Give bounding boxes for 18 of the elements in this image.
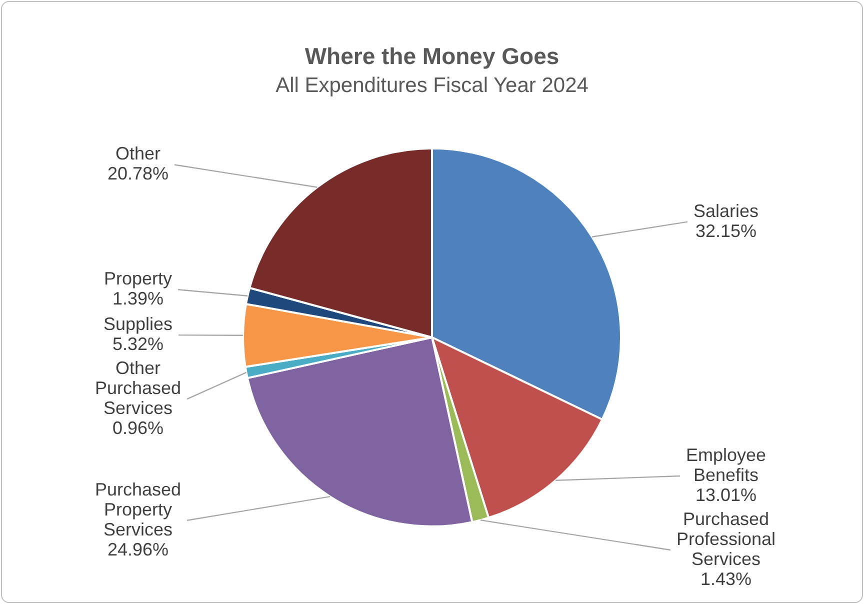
slice-label: Employee Benefits: [686, 444, 766, 485]
data-label: 32.15%: [695, 220, 757, 241]
slice-label: Property: [104, 268, 172, 289]
slice-label: Other Purchased Services: [94, 358, 182, 418]
data-label: 0.96%: [112, 418, 164, 438]
chart-subtitle: All Expenditures Fiscal Year 2024: [276, 74, 589, 97]
data-label: 1.43%: [700, 568, 752, 589]
slice-label: Purchased Property Services: [94, 479, 182, 540]
slice-label: Purchased Professional Services: [676, 508, 776, 569]
data-label: 20.78%: [107, 164, 169, 184]
data-label: 1.39%: [112, 288, 164, 309]
slice-label: Salaries: [693, 200, 759, 221]
slice-label: Supplies: [103, 314, 173, 334]
data-label: 24.96%: [107, 539, 169, 560]
slice-label: Other: [115, 144, 161, 164]
data-label: 5.32%: [112, 334, 164, 354]
data-label: 13.01%: [695, 484, 757, 505]
chart-title: Where the Money Goes: [304, 43, 560, 70]
